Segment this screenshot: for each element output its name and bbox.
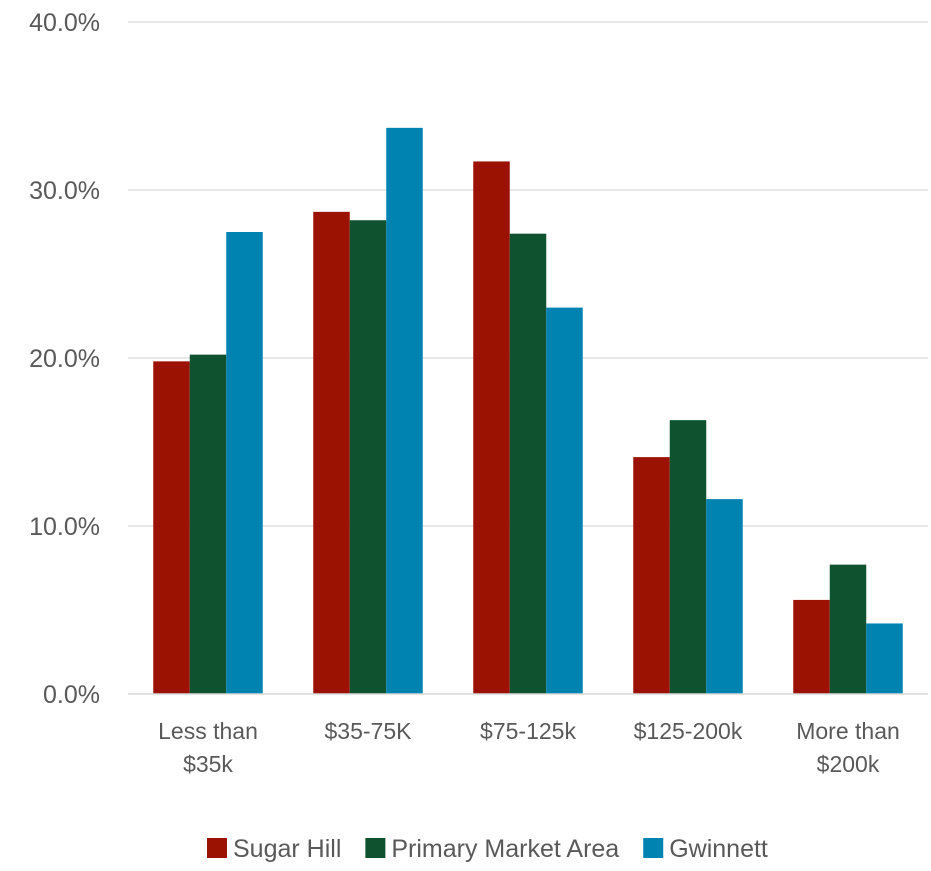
- bars: [153, 127, 903, 695]
- x-tick-label: $200k: [817, 751, 880, 777]
- bar-gwinnett: [546, 307, 583, 694]
- x-tick-label: $35k: [183, 751, 233, 777]
- y-tick-label: 0.0%: [43, 681, 100, 709]
- bar-gwinnett: [866, 623, 903, 694]
- legend: Sugar Hill Primary Market Area Gwinnett: [207, 835, 768, 863]
- legend-swatch: [207, 838, 227, 858]
- bar-sugar-hill: [473, 161, 510, 694]
- legend-swatch: [365, 838, 386, 858]
- x-tick-label: $35-75K: [325, 718, 413, 744]
- x-tick-label: $125-200k: [634, 718, 743, 744]
- bar-gwinnett: [706, 499, 743, 694]
- bar-sugar-hill: [153, 361, 190, 694]
- bar-sugar-hill: [313, 211, 350, 694]
- y-tick-label: 40.0%: [29, 9, 100, 37]
- bar-primary-market-area: [509, 233, 547, 694]
- legend-label: Sugar Hill: [233, 835, 341, 863]
- bar-gwinnett: [226, 232, 263, 694]
- x-tick-label: $75-125k: [480, 718, 576, 744]
- y-tick-label: 10.0%: [29, 513, 100, 541]
- legend-label: Primary Market Area: [391, 835, 619, 863]
- legend-swatch: [643, 838, 664, 858]
- x-axis-labels: Less than $35k $35-75K $75-125k $125-200k Mor…: [158, 718, 900, 777]
- bar-sugar-hill: [793, 599, 830, 694]
- bar-primary-market-area: [669, 420, 707, 694]
- y-tick-label: 30.0%: [29, 177, 100, 205]
- bar-sugar-hill: [633, 457, 670, 694]
- bar-primary-market-area: [189, 354, 227, 694]
- x-tick-label: More than: [796, 718, 900, 744]
- bar-primary-market-area: [829, 564, 867, 694]
- bar-gwinnett: [386, 127, 423, 695]
- legend-label: Gwinnett: [669, 835, 768, 863]
- y-axis-ticks: 0.0% 10.0% 20.0% 30.0% 40.0%: [29, 9, 100, 709]
- x-tick-label: Less than: [158, 718, 258, 744]
- y-tick-label: 20.0%: [29, 345, 100, 373]
- bar-primary-market-area: [349, 220, 387, 695]
